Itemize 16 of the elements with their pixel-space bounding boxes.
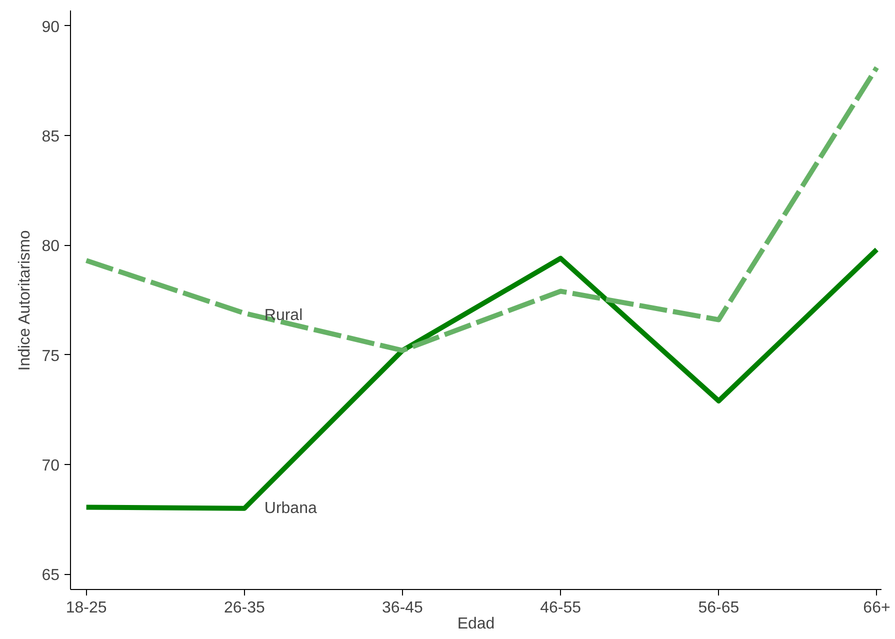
y-tick-label: 90 (42, 18, 60, 36)
y-tick-label: 80 (42, 238, 60, 256)
y-axis-title: Indice Autoritarismo (16, 230, 34, 371)
x-tick-label: 56-65 (698, 600, 740, 616)
y-tick-label: 75 (42, 348, 60, 365)
annotation: Rural (264, 306, 303, 324)
y-tick-label: 85 (42, 128, 60, 146)
x-tick-label: 26-35 (224, 600, 265, 616)
x-tick-label: 46-55 (540, 600, 582, 616)
y-tick-label: 65 (42, 567, 60, 584)
x-tick-label: 18-25 (66, 600, 107, 616)
x-axis-title: Edad (457, 616, 495, 632)
x-tick-label: 36-45 (382, 600, 424, 616)
x-tick-label: 66+ (863, 600, 890, 616)
y-tick-label: 70 (42, 457, 60, 474)
annotation: Urbana (264, 500, 317, 517)
